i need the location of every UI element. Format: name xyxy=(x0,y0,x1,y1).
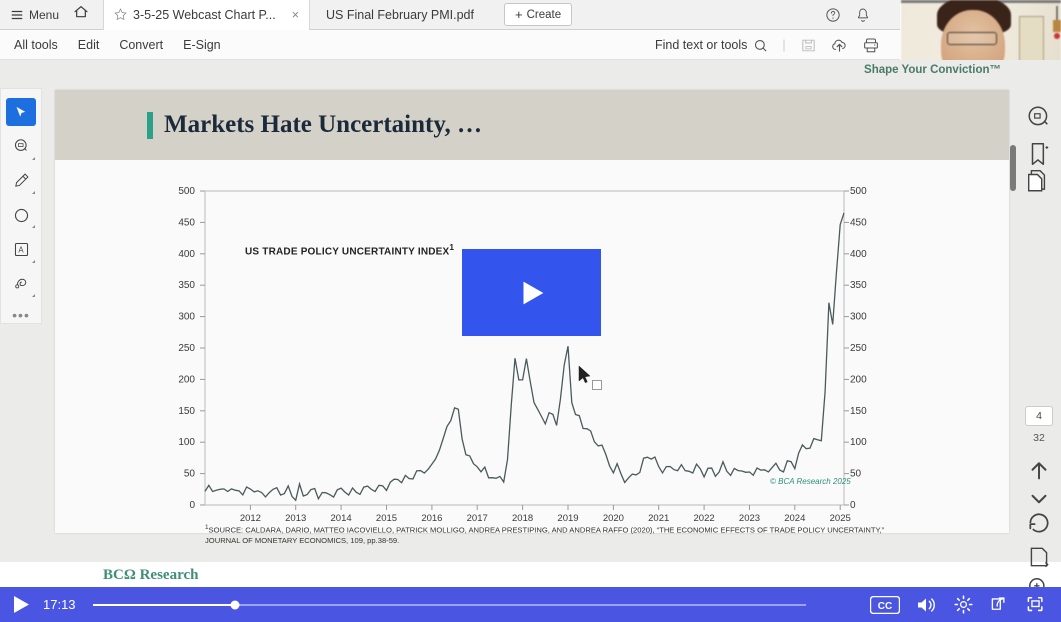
svg-text:2022: 2022 xyxy=(694,513,715,524)
svg-text:150: 150 xyxy=(178,406,195,417)
svg-text:200: 200 xyxy=(178,374,195,385)
svg-text:2017: 2017 xyxy=(467,513,488,524)
svg-text:50: 50 xyxy=(850,469,862,480)
svg-text:2024: 2024 xyxy=(784,513,805,524)
svg-text:450: 450 xyxy=(178,217,195,228)
svg-text:300: 300 xyxy=(850,312,867,323)
svg-text:50: 50 xyxy=(184,469,196,480)
svg-text:350: 350 xyxy=(178,280,195,291)
svg-text:2023: 2023 xyxy=(739,513,760,524)
svg-text:150: 150 xyxy=(850,406,867,417)
svg-text:2015: 2015 xyxy=(376,513,397,524)
svg-text:CC: CC xyxy=(878,601,892,612)
svg-text:2018: 2018 xyxy=(512,513,533,524)
svg-text:350: 350 xyxy=(850,280,867,291)
svg-text:250: 250 xyxy=(178,343,195,354)
svg-text:A: A xyxy=(18,246,24,255)
svg-text:2012: 2012 xyxy=(240,513,261,524)
svg-text:2025: 2025 xyxy=(830,513,851,524)
svg-text:500: 500 xyxy=(850,186,867,197)
svg-text:250: 250 xyxy=(850,343,867,354)
svg-text:500: 500 xyxy=(178,186,195,197)
svg-text:2013: 2013 xyxy=(285,513,306,524)
svg-text:2014: 2014 xyxy=(331,513,352,524)
svg-text:400: 400 xyxy=(850,249,867,260)
svg-text:2019: 2019 xyxy=(557,513,578,524)
svg-text:400: 400 xyxy=(178,249,195,260)
svg-text:0: 0 xyxy=(189,500,195,511)
svg-text:450: 450 xyxy=(850,217,867,228)
svg-text:100: 100 xyxy=(178,437,195,448)
svg-text:2020: 2020 xyxy=(603,513,624,524)
svg-text:100: 100 xyxy=(850,437,867,448)
svg-text:300: 300 xyxy=(178,312,195,323)
svg-text:2021: 2021 xyxy=(648,513,669,524)
svg-text:0: 0 xyxy=(850,500,856,511)
svg-text:200: 200 xyxy=(850,374,867,385)
svg-text:2016: 2016 xyxy=(421,513,442,524)
